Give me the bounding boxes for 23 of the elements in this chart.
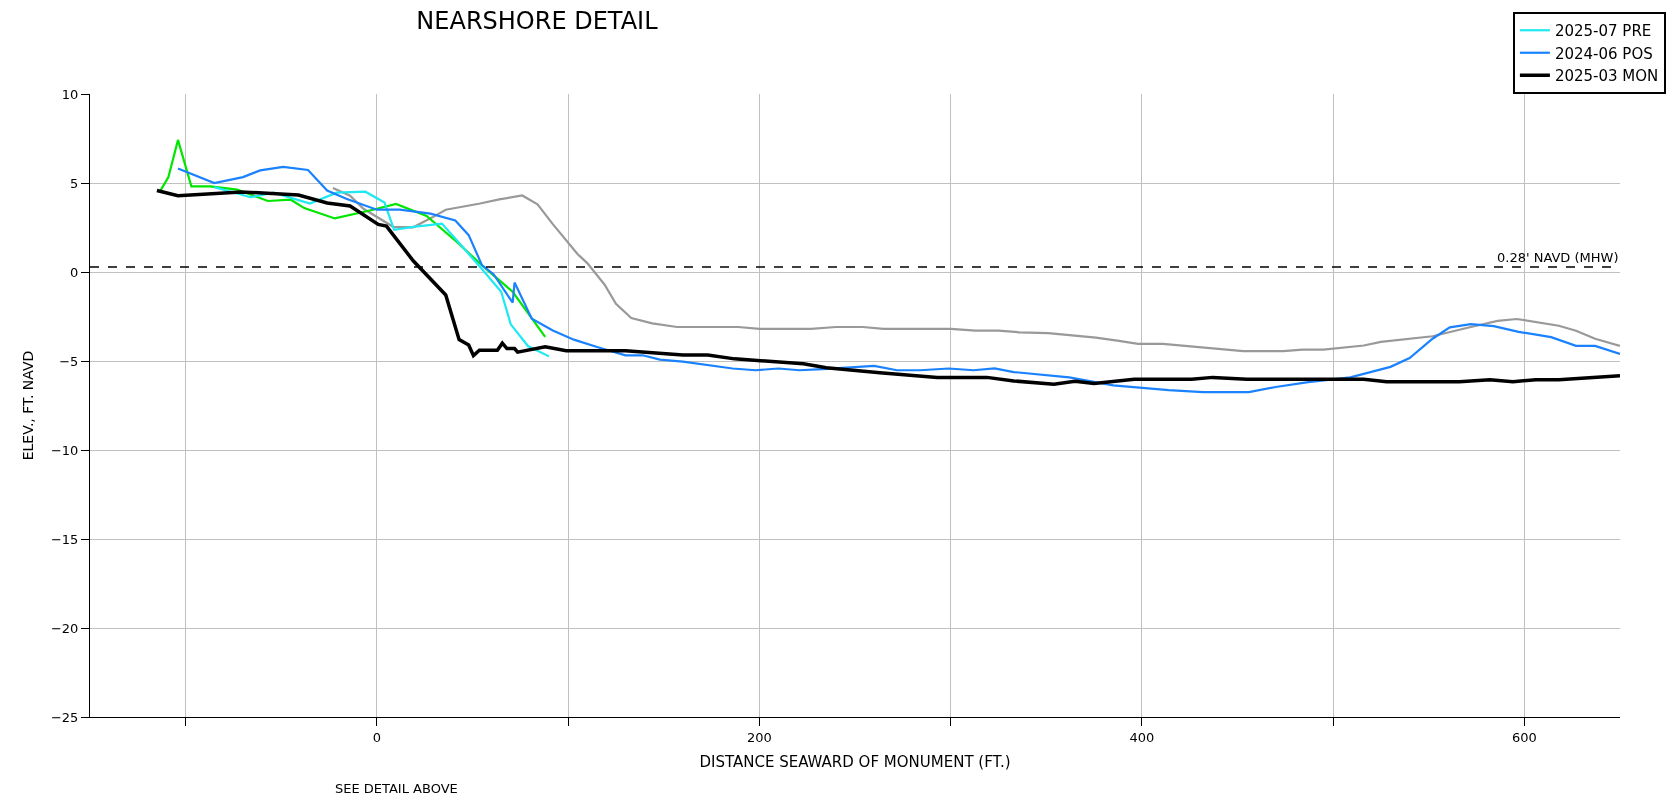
y-axis-title: ELEV., FT. NAVD	[19, 350, 36, 461]
x-tick-label: 400	[1129, 729, 1155, 745]
y-tick-label: −10	[50, 442, 79, 458]
line-series	[213, 185, 551, 358]
y-tick-label: −5	[59, 353, 79, 369]
y-tick-label: 5	[70, 175, 79, 191]
legend-label: 2025-03 MON	[1554, 67, 1659, 86]
x-tick-label: 0	[372, 729, 382, 745]
y-tick-label: −15	[50, 531, 79, 547]
y-tick-label: −25	[50, 709, 79, 725]
ref-line-label: 0.28' NAVD (MHW)	[1497, 250, 1619, 265]
text: SEE DETAIL ABOVE	[335, 781, 458, 796]
legend-label: 2024-06 POS	[1554, 44, 1653, 63]
x-tick-label: 600	[1511, 729, 1537, 745]
y-tick-label: 0	[70, 264, 79, 280]
line-series	[159, 138, 547, 338]
x-tick-label: 200	[746, 729, 772, 745]
y-tick-label: −20	[50, 620, 79, 636]
line-series	[331, 186, 1620, 353]
chart-title: NEARSHORE DETAIL	[416, 6, 659, 35]
x-axis-title: DISTANCE SEAWARD OF MONUMENT (FT.)	[699, 752, 1011, 771]
legend-label: 2025-07 PRE	[1554, 22, 1652, 41]
y-tick-label: 10	[61, 86, 79, 102]
